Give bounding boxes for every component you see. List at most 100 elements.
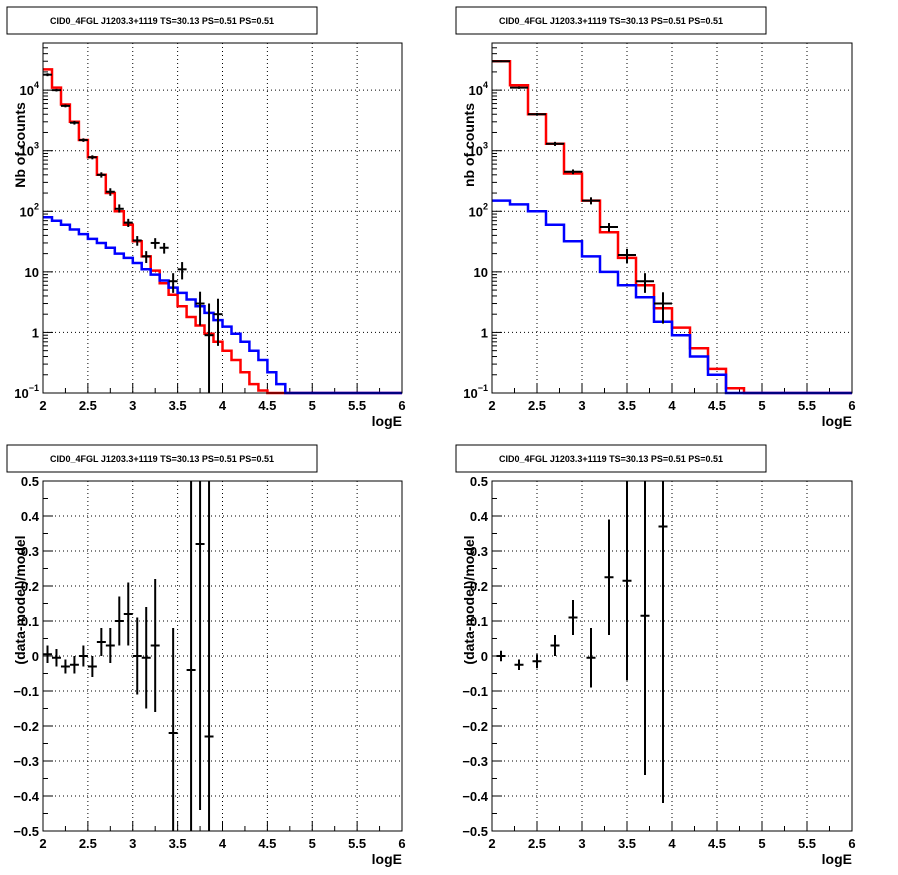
title-box [6,6,318,35]
chart-panel-4: 2 2.5 3 3.5 4 4.5 5 5.5 6 −0.5 −0.4 −0.3 −0.2 −0.1 0 0.… [455,444,856,867]
y-tick-label: 103 [20,141,39,159]
data-point [105,188,115,196]
y-tick-label: 104 [20,80,39,98]
x-tick-label: 3.5 [618,398,636,413]
data-point [618,248,636,264]
chart-title: CID0_4FGL J1203.3+1119 TS=30.13 PS=0.51 … [50,454,274,464]
data-point [636,273,654,293]
data-point [514,659,524,670]
y-tick-exponent: −1 [29,383,39,393]
data-point [60,104,70,108]
x-tick-label: 5.5 [798,398,816,413]
y-tick-label: 0.5 [470,474,488,489]
data-point [528,112,546,116]
x-tick-label: 5 [758,398,765,413]
chart-panel-2: 2 2.5 3 3.5 4 4.5 5 5.5 610−1110102103104logEnb … [455,6,856,429]
x-tick-label: 2.5 [79,398,97,413]
y-tick-base: 1 [481,325,488,340]
x-tick-label: 5 [758,836,765,851]
x-tick-label: 5 [309,398,316,413]
model-source-histogram [492,199,852,395]
x-tick-label: 4 [219,836,227,851]
data-point [195,481,205,810]
title-box [6,444,318,473]
x-tick-label: 6 [398,398,405,413]
y-tick-exponent: 2 [34,201,39,211]
y-tick-label: 1 [481,325,488,340]
y-tick-base: 10 [474,265,488,280]
y-tick-exponent: 4 [34,80,39,90]
y-tick-label: 0.1 [21,614,39,629]
y-tick-label: −0.1 [13,684,39,699]
y-axis-label: (data-model)/model [461,535,477,664]
y-tick-label: 102 [469,201,488,219]
x-tick-label: 4.5 [708,836,726,851]
x-tick-label: 6 [848,398,855,413]
data-point [510,86,528,89]
plot-frame [491,480,853,832]
x-tick-label: 4.5 [258,398,276,413]
y-tick-label: −0.2 [462,719,488,734]
data-point [69,656,79,674]
data-point [132,617,142,695]
data-point [532,654,542,669]
data-point [123,218,133,228]
data-point [600,223,618,232]
x-tick-label: 4 [668,398,676,413]
plot-frame [42,42,403,394]
x-tick-label: 2 [39,398,46,413]
y-tick-label: 10 [25,265,39,280]
y-tick-base: 10 [14,386,28,401]
y-tick-base: 10 [25,265,39,280]
x-tick-label: 6 [848,836,855,851]
data-point [204,481,214,831]
data-point [658,481,668,803]
data-point [564,169,582,175]
y-tick-label: −0.2 [13,719,39,734]
y-tick-label: −0.3 [462,754,488,769]
y-tick-label: 10−1 [463,383,488,401]
x-tick-label: 5 [309,836,316,851]
y-tick-base: 10 [20,204,34,219]
y-tick-label: −0.3 [13,754,39,769]
data-point [204,303,214,393]
data-point [141,607,151,709]
x-tick-label: 4 [668,836,676,851]
data-point [105,628,115,663]
x-tick-label: 2 [488,836,495,851]
data-point [78,138,88,142]
data-point [87,155,97,160]
x-axis-label: logE [372,851,402,867]
data-point [150,238,160,249]
title-box [455,444,767,473]
data-point [114,204,124,213]
y-tick-label: 102 [20,201,39,219]
data-point [622,481,632,681]
data-point [492,60,510,63]
x-tick-label: 2.5 [528,398,546,413]
y-tick-label: 0.2 [470,579,488,594]
chart-panel-3: 2 2.5 3 3.5 4 4.5 5 5.5 6 −0.5 −0.4 −0.3 −0.2 −0.1 0 0.… [6,444,406,867]
chart-title: CID0_4FGL J1203.3+1119 TS=30.13 PS=0.51 … [50,16,274,26]
data-point [168,628,178,831]
x-tick-label: 5.5 [348,836,366,851]
y-tick-label: −0.4 [13,789,39,804]
data-point [168,273,178,293]
y-tick-label: 103 [469,141,488,159]
data-point [496,650,506,662]
y-axis-label: Nb of counts [12,102,28,188]
y-tick-exponent: −1 [478,383,488,393]
plot-frame [42,480,403,832]
chart-title: CID0_4FGL J1203.3+1119 TS=30.13 PS=0.51 … [499,16,723,26]
y-axis-label: nb of counts [461,103,477,187]
x-tick-label: 5.5 [348,398,366,413]
y-tick-exponent: 3 [34,141,39,151]
data-point [195,291,205,326]
x-tick-label: 3 [129,836,136,851]
data-point [51,649,61,667]
data-point [604,519,614,635]
data-point [96,628,106,656]
title-box [455,6,767,35]
x-tick-label: 2.5 [528,836,546,851]
